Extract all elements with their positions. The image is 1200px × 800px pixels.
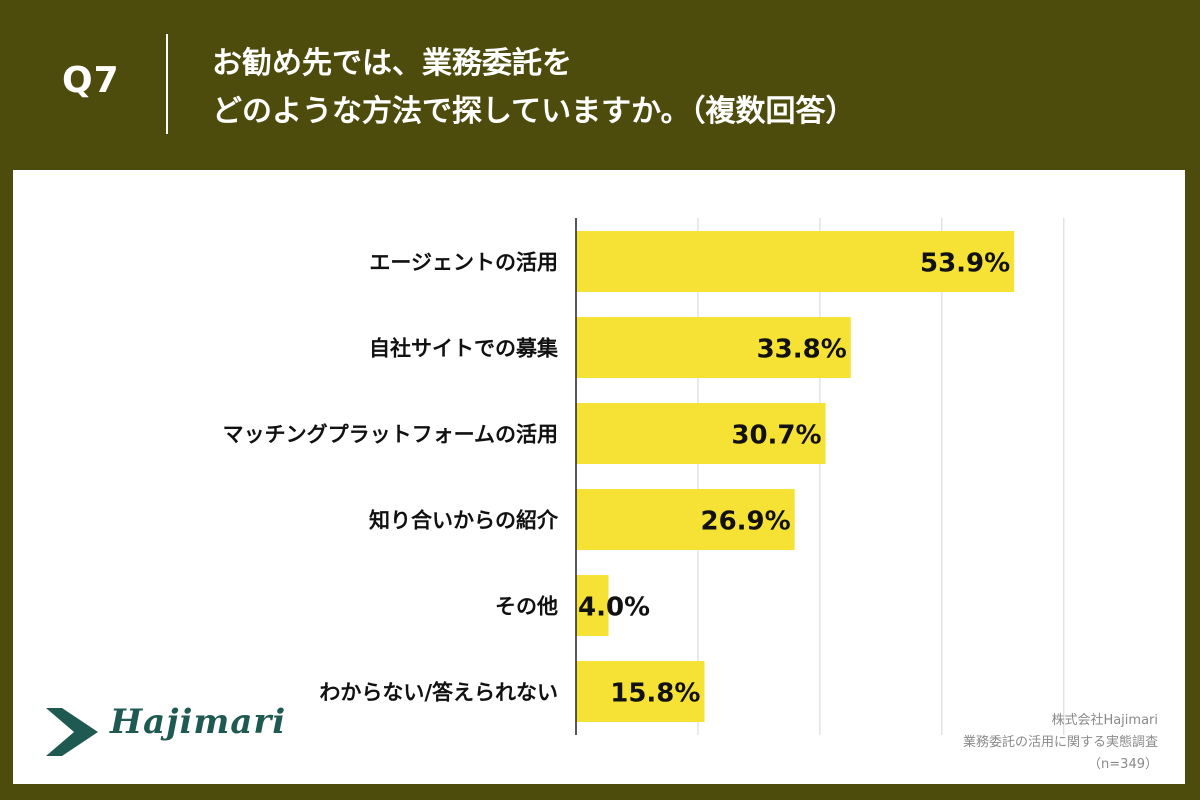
source-note: 株式会社Hajimari 業務委託の活用に関する実態調査 （n=349） [963,710,1158,776]
value-label: 15.8% [610,679,700,709]
value-label: 33.8% [757,335,847,365]
bar [576,317,851,378]
hajimari-logo: Hajimari [44,700,294,760]
question-title-line-1: お勧め先では、業務委託を [212,46,572,81]
category-label: エージェントの活用 [369,251,558,275]
value-label: 53.9% [920,249,1010,279]
bar-chart: エージェントの活用 53.9% 自社サイトでの募集 33.8% マッチングプラットフォー… [223,218,1065,735]
value-label: 30.7% [731,421,821,451]
bar [576,231,1015,292]
category-label: 知り合いからの紹介 [369,509,559,533]
category-label: その他 [495,595,558,619]
bar [576,661,705,722]
source-company: 株式会社Hajimari [1051,713,1158,728]
header-divider [166,34,168,134]
chart-panel: エージェントの活用 53.9% 自社サイトでの募集 33.8% マッチングプラットフォー… [13,170,1185,784]
category-label: マッチングプラットフォームの活用 [223,423,558,447]
category-label: わからない/答えられない [319,681,558,705]
logo-text: Hajimari [110,702,287,742]
source-sample: （n=349） [1088,757,1158,772]
question-label: Q7 [62,60,120,101]
category-label: 自社サイトでの募集 [369,337,559,361]
bar [576,489,795,550]
question-title-line-2: どのような方法で探していますか。（複数回答） [212,94,856,129]
value-label: 4.0% [578,593,650,623]
chevron-right-icon [46,708,98,756]
source-survey: 業務委託の活用に関する実態調査 [962,735,1158,750]
question-title: お勧め先では、業務委託を どのような方法で探していますか。（複数回答） [212,40,856,136]
bar [576,575,609,636]
value-label: 26.9% [700,507,790,537]
header: Q7 お勧め先では、業務委託を どのような方法で探していますか。（複数回答） [0,0,1200,170]
bar [576,403,826,464]
